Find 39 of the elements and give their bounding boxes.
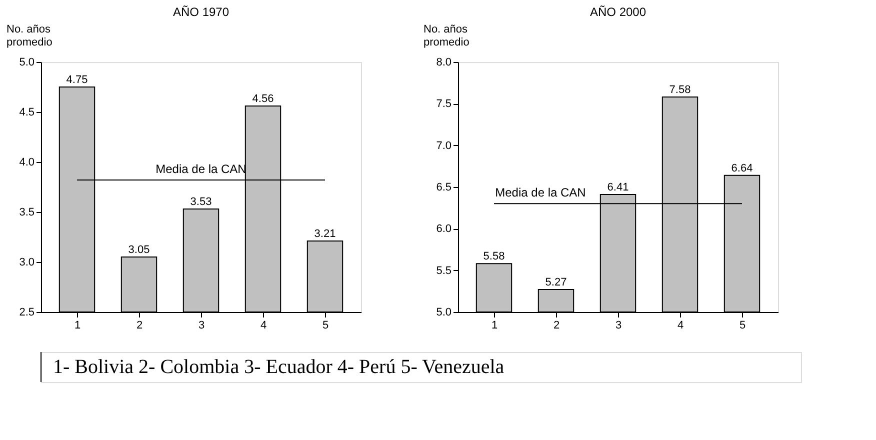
- ref-line-label: Media de la CAN: [495, 186, 586, 200]
- y-tick-label: 4.0: [19, 156, 34, 168]
- y-tick-label: 4.5: [19, 106, 34, 118]
- x-tick-label: 3: [198, 320, 205, 332]
- y-tick-label: 7.5: [436, 98, 452, 110]
- data-label: 3.21: [314, 228, 336, 240]
- y-tick-label: 6.0: [436, 223, 452, 236]
- y-tick-label: 2.5: [19, 306, 34, 318]
- data-label: 3.53: [190, 196, 212, 208]
- x-tick-label: 5: [739, 320, 746, 332]
- x-tick-label: 2: [553, 320, 560, 332]
- x-tick-label: 4: [677, 320, 684, 332]
- data-label: 4.75: [66, 74, 88, 86]
- y-tick-label: 8.0: [436, 56, 452, 68]
- x-tick-label: 5: [322, 320, 329, 332]
- data-label: 5.58: [483, 250, 505, 263]
- y-axis-title: No. años promedio: [6, 24, 52, 48]
- x-tick-label: 2: [136, 320, 143, 332]
- y-tick-label: 5.0: [436, 306, 452, 318]
- x-tick-label: 1: [491, 320, 498, 332]
- y-tick-label: 6.5: [436, 182, 452, 194]
- data-label: 4.56: [252, 93, 274, 105]
- y-tick-label: 7.0: [436, 140, 452, 152]
- chart-title: AÑO 2000: [590, 5, 646, 19]
- y-tick-label: 3.5: [19, 206, 34, 218]
- x-tick-label: 3: [615, 320, 622, 332]
- x-tick-label: 1: [74, 320, 81, 332]
- y-axis-title: No. años promedio: [424, 24, 470, 48]
- data-label: 6.41: [607, 182, 629, 194]
- data-label: 5.27: [545, 276, 567, 288]
- y-tick-label: 5.5: [436, 264, 452, 277]
- data-label: 6.64: [731, 162, 753, 174]
- text: 1- Bolivia 2- Colombia 3- Ecuador 4- Perú 5- Venezuela: [53, 356, 504, 378]
- y-tick-label: 5.0: [19, 56, 34, 68]
- y-tick-label: 3.0: [19, 256, 34, 268]
- data-label: 7.58: [669, 84, 691, 96]
- chart-title: AÑO 1970: [172, 5, 230, 19]
- data-label: 3.05: [128, 244, 150, 256]
- x-tick-label: 4: [260, 320, 267, 332]
